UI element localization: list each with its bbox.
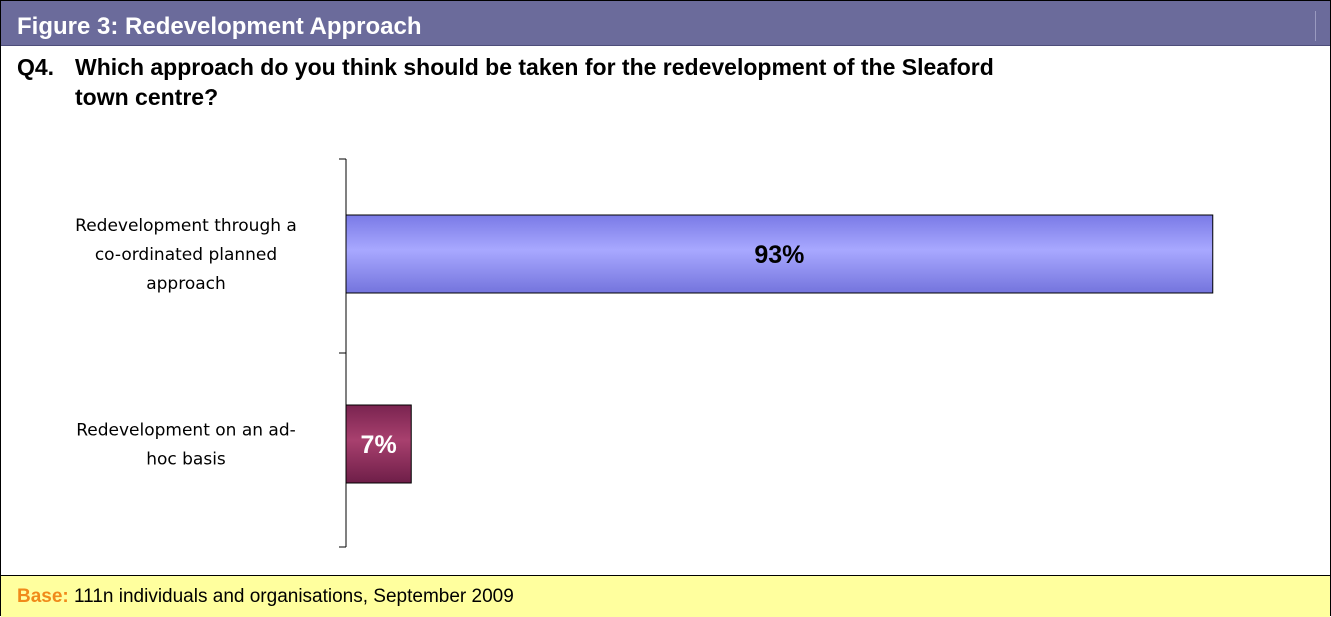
figure-header-bar: Figure 3: Redevelopment Approach xyxy=(1,1,1330,46)
figure-title: Figure 3: Redevelopment Approach xyxy=(17,13,422,40)
category-label-line: Redevelopment through a xyxy=(75,216,297,236)
header-divider xyxy=(1315,11,1316,41)
category-label-line: Redevelopment on an ad- xyxy=(76,421,296,441)
question-line-1: Q4. Which approach do you think should be… xyxy=(17,52,1197,82)
question-number: Q4. xyxy=(17,54,55,80)
bar-chart: 93% Redevelopment through a co-ordinated p… xyxy=(75,158,1214,548)
base-note-label: Base: xyxy=(17,586,69,607)
data-label-2: 7% xyxy=(361,431,397,459)
base-note: Base: 111n individuals and organisations… xyxy=(1,575,1330,617)
data-label-1: 93% xyxy=(754,241,804,269)
category-label-1: Redevelopment through a co-ordinated plan… xyxy=(75,216,297,294)
question-line-2: town centre? xyxy=(75,84,219,110)
category-label-line: approach xyxy=(146,274,226,294)
question-line-1-text: Which approach do you think should be ta… xyxy=(75,54,994,80)
base-note-text: Base: 111n individuals and organisations… xyxy=(17,586,514,608)
question-text: Q4. Which approach do you think should be… xyxy=(17,52,1197,112)
bar-1 xyxy=(345,214,1214,294)
base-note-value: 111n individuals and organisations, Sept… xyxy=(68,586,514,607)
category-label-line: co-ordinated planned xyxy=(95,245,277,265)
category-label-line: hoc basis xyxy=(146,450,226,470)
category-label-2: Redevelopment on an ad-hoc basis xyxy=(76,421,296,470)
bar-2 xyxy=(345,404,412,484)
